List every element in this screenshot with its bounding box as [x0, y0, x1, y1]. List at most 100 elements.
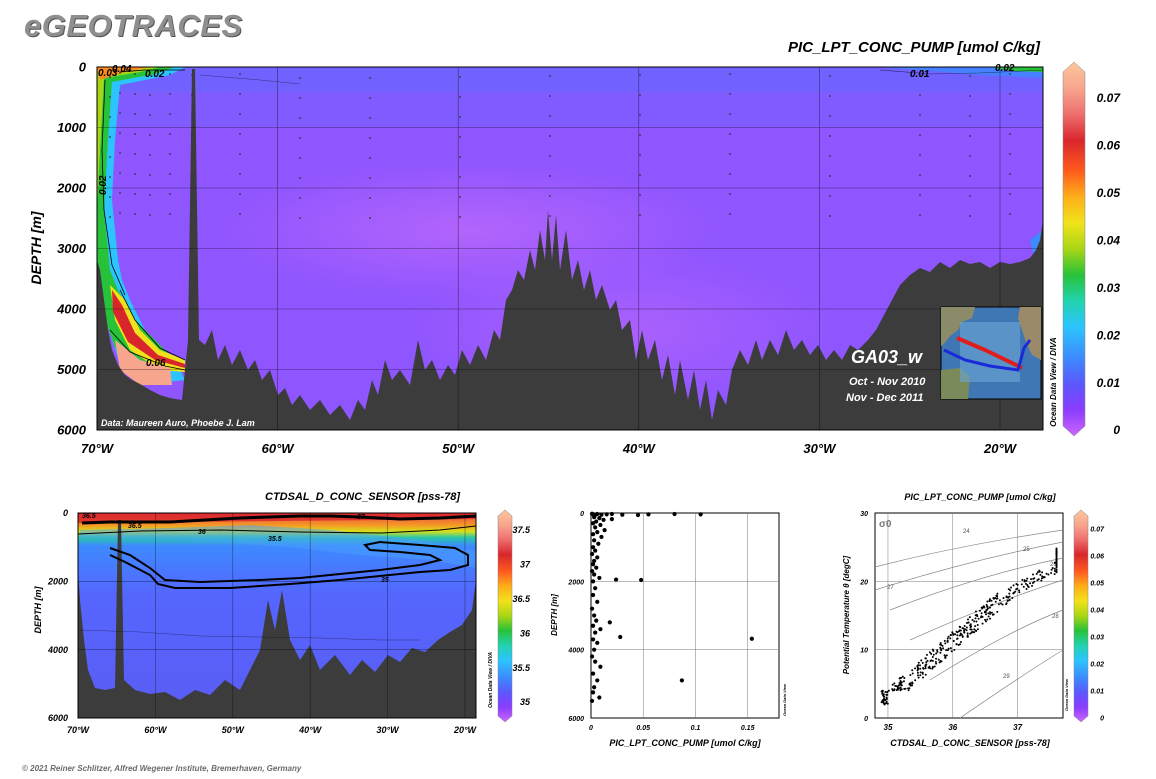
ts-point [984, 610, 987, 613]
ts-point [931, 655, 934, 658]
ts-point [893, 688, 896, 691]
cruise-period-1: Oct - Nov 2010 [849, 376, 926, 388]
ts-point [996, 592, 999, 595]
ts-point [1011, 596, 1014, 599]
depth-scatter-frame [590, 512, 780, 719]
ts-point [940, 660, 943, 663]
ts-point [1001, 603, 1004, 606]
ts-point [899, 677, 902, 680]
ts-point [919, 667, 922, 670]
ts-point [945, 654, 948, 657]
ts-point [1032, 577, 1035, 580]
main-y-tick: 1000 [57, 120, 87, 135]
ts-point [1055, 548, 1058, 551]
ts-point [1036, 571, 1039, 574]
depth-scatter-points [589, 511, 754, 704]
ts-point [1010, 586, 1013, 589]
scatter-point [598, 627, 603, 632]
main-colorbar-tick: 0.04 [1097, 233, 1121, 247]
scatter-point [698, 512, 703, 517]
ts-point [925, 653, 928, 656]
ts-point [963, 631, 966, 634]
ts-point [881, 690, 884, 693]
scatter-point [590, 592, 596, 598]
ts-point [996, 597, 999, 600]
ts-point [965, 622, 968, 625]
ts-point [985, 609, 988, 612]
ts-colorbar-tick: 0.07 [1090, 526, 1105, 533]
ts-point [1026, 577, 1029, 580]
ts-point [992, 613, 995, 616]
ts-point [885, 698, 888, 701]
ts-point [1016, 587, 1019, 590]
scatter-point [596, 541, 601, 546]
ts-point [988, 598, 991, 601]
ts-point [894, 684, 897, 687]
salinity-section-plot: 36.5 36.5 36 35.5 37 35 [77, 512, 477, 719]
ts-point [950, 650, 953, 653]
ts-point [940, 649, 943, 652]
ts-point [901, 675, 904, 678]
ts-point [931, 648, 934, 651]
ts-point [916, 671, 919, 674]
ts-x-tick: 35 [884, 723, 893, 732]
scatter-point [609, 511, 614, 517]
scatter-point [620, 512, 625, 517]
salinity-y-tick: 0 [63, 508, 68, 518]
ts-point [998, 599, 1001, 602]
depth-scatter-xlabel: PIC_LPT_CONC_PUMP [umol C/kg] [609, 738, 761, 748]
ts-point [1008, 592, 1011, 595]
ts-point [943, 654, 946, 657]
main-colorbar-tick: 0.06 [1097, 139, 1121, 153]
ts-point [917, 668, 920, 671]
main-x-tick: 40°W [622, 441, 657, 456]
ts-point [966, 632, 969, 635]
ts-point [959, 626, 962, 629]
salinity-colorbar-tick: 37.5 [512, 525, 531, 535]
contour-label: 0.06 [146, 358, 166, 369]
ts-point [985, 620, 988, 623]
ts-point [937, 658, 940, 661]
ts-point [920, 659, 923, 662]
ts-point [917, 664, 920, 667]
ts-point [1021, 578, 1024, 581]
salinity-x-tick: 20°W [453, 725, 478, 735]
ts-colorbar-tick: 0.05 [1090, 580, 1104, 587]
ts-point [899, 681, 902, 684]
ts-point [966, 635, 969, 638]
ts-point [886, 693, 889, 696]
main-y-tick: 6000 [57, 423, 87, 438]
ts-point [897, 687, 900, 690]
ts-point [1031, 581, 1034, 584]
main-x-tick: 20°W [983, 441, 1018, 456]
ts-point [963, 624, 966, 627]
ts-point [1047, 573, 1050, 576]
cruise-track-map [940, 306, 1042, 400]
main-colorbar-ticks: 0.07 0.06 0.05 0.04 0.03 0.02 0.01 0 [1097, 91, 1122, 437]
ts-point [959, 629, 962, 632]
ts-point [987, 607, 990, 610]
scatter-point [589, 551, 595, 557]
main-x-tick: 70°W [81, 441, 115, 456]
ts-point [929, 667, 932, 670]
ts-point [1020, 583, 1023, 586]
ts-point [885, 700, 888, 703]
ts-point [1045, 572, 1048, 575]
ts-point [986, 600, 989, 603]
ts-point [961, 635, 964, 638]
ts-point [917, 676, 920, 679]
scatter-point [595, 640, 600, 645]
ts-point [896, 688, 899, 691]
ts-point [981, 622, 984, 625]
salinity-y-tick: 6000 [48, 713, 68, 723]
salinity-x-tick: 60°W [144, 725, 168, 735]
main-y-tick: 3000 [57, 241, 87, 256]
ts-point [981, 615, 984, 618]
ts-colorbar [1073, 509, 1089, 723]
ts-point [979, 616, 982, 619]
ts-point [933, 665, 936, 668]
ts-point [921, 661, 924, 664]
ts-point [994, 596, 997, 599]
ts-point [886, 702, 889, 705]
sal-contour-label: 36 [198, 529, 206, 536]
